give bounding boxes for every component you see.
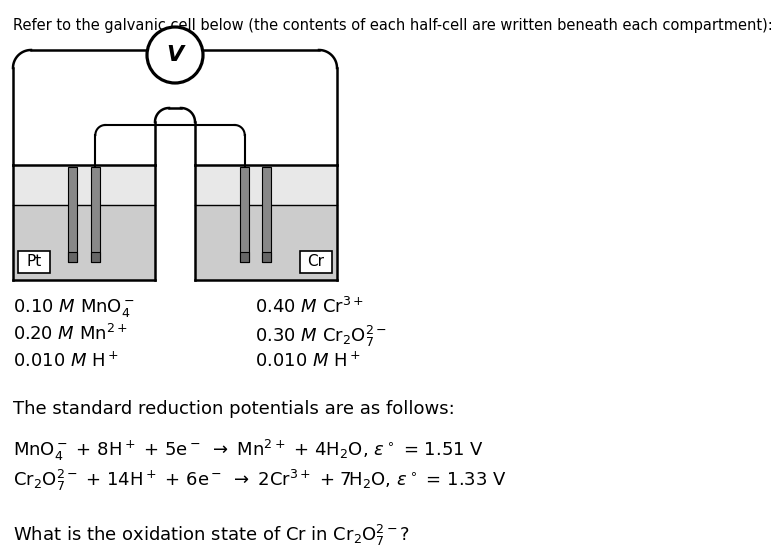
Bar	[13, 205, 155, 280]
Circle shape	[147, 27, 203, 83]
Text: 0.30 $\mathit{M}$ Cr$_2$O$_7^{2-}$: 0.30 $\mathit{M}$ Cr$_2$O$_7^{2-}$	[255, 324, 387, 349]
Text: 0.010 $\mathit{M}$ H$^+$: 0.010 $\mathit{M}$ H$^+$	[255, 351, 361, 370]
Text: The standard reduction potentials are as follows:: The standard reduction potentials are as…	[13, 400, 455, 418]
Bar	[91, 167, 100, 262]
Bar	[195, 205, 337, 280]
Bar	[68, 167, 77, 262]
Text: What is the oxidation state of Cr in Cr$_2$O$_7^{2-}$?: What is the oxidation state of Cr in Cr$…	[13, 523, 410, 548]
Text: Refer to the galvanic cell below (the contents of each half-cell are written ben: Refer to the galvanic cell below (the co…	[13, 18, 773, 33]
Bar	[91, 252, 100, 262]
Bar	[195, 165, 337, 280]
Bar	[261, 167, 271, 262]
Text: 0.10 $\mathit{M}$ MnO$_4^-$: 0.10 $\mathit{M}$ MnO$_4^-$	[13, 297, 135, 319]
Bar	[68, 252, 77, 262]
Text: Pt: Pt	[27, 255, 41, 270]
Bar	[240, 167, 249, 262]
Text: V: V	[167, 45, 184, 65]
Text: Cr: Cr	[307, 255, 325, 270]
Text: MnO$_4^-$ + 8H$^+$ + 5e$^-$ $\rightarrow$ Mn$^{2+}$ + 4H$_2$O, $\varepsilon^\cir: MnO$_4^-$ + 8H$^+$ + 5e$^-$ $\rightarrow…	[13, 438, 484, 463]
Bar	[18, 251, 50, 273]
Text: Cr$_2$O$_7^{2-}$ + 14H$^+$ + 6e$^-$ $\rightarrow$ 2Cr$^{3+}$ + 7H$_2$O, $\vareps: Cr$_2$O$_7^{2-}$ + 14H$^+$ + 6e$^-$ $\ri…	[13, 468, 507, 493]
Bar	[300, 251, 332, 273]
Bar	[240, 252, 249, 262]
Text: 0.010 $\mathit{M}$ H$^+$: 0.010 $\mathit{M}$ H$^+$	[13, 351, 119, 370]
Text: 0.40 $\mathit{M}$ Cr$^{3+}$: 0.40 $\mathit{M}$ Cr$^{3+}$	[255, 297, 364, 317]
Bar	[261, 252, 271, 262]
Text: 0.20 $\mathit{M}$ Mn$^{2+}$: 0.20 $\mathit{M}$ Mn$^{2+}$	[13, 324, 128, 344]
Bar	[13, 165, 155, 280]
